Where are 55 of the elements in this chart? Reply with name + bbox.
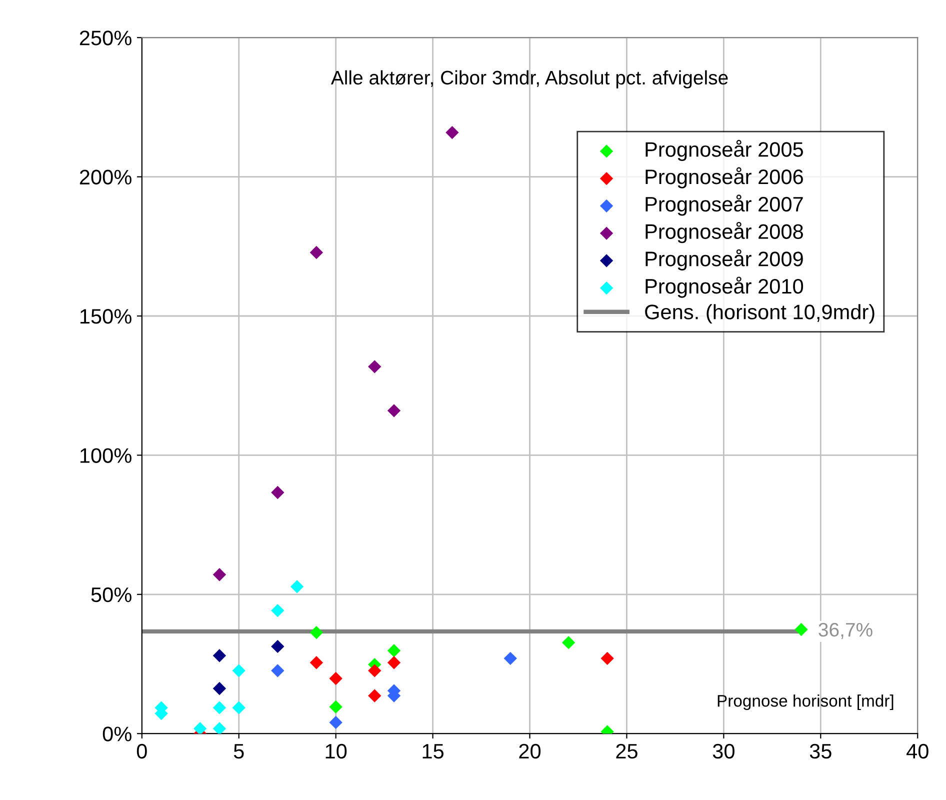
point: [446, 126, 459, 140]
point: [504, 652, 517, 666]
x-tick-label: 20: [519, 744, 541, 759]
y-tick-label: 0%: [102, 726, 132, 742]
x-tick-label: 0: [136, 744, 147, 759]
point: [368, 689, 382, 702]
point: [212, 722, 226, 734]
legend-label: Prognoseår 2008: [646, 222, 803, 244]
y-tick-label: 150%: [80, 309, 132, 324]
point: [271, 664, 284, 678]
point: [387, 656, 401, 670]
point: [212, 701, 226, 714]
point: [562, 636, 576, 650]
x-tick-label: 40: [906, 744, 928, 759]
y-tick-label: 200%: [80, 170, 132, 185]
legend-label: Prognoseår 2005: [646, 140, 804, 161]
point: [212, 649, 226, 662]
x-axis-title: Prognose horisont [mdr]: [718, 694, 894, 710]
point: [368, 360, 382, 374]
text: Alle aktører, Cibor 3mdr, Absolut pct. afvigelse: [330, 70, 728, 88]
point: [310, 246, 324, 260]
annotation: 36,7%: [818, 622, 872, 639]
point: [212, 568, 226, 582]
point: [310, 626, 324, 640]
point: [794, 622, 808, 636]
point: [329, 672, 342, 686]
x-tick-label: 10: [326, 744, 347, 759]
point: [290, 580, 304, 594]
point: [232, 701, 246, 714]
x-tick-label: 30: [712, 744, 734, 759]
point: [271, 486, 284, 500]
point: [368, 664, 382, 678]
legend-label: Gens. (horisont 10,9mdr): [645, 304, 874, 324]
point: [212, 682, 226, 696]
point: [271, 640, 284, 654]
legend-label: Prognoseår 2009: [646, 249, 803, 270]
point: [387, 404, 401, 418]
point: [193, 722, 207, 734]
point: [329, 716, 342, 730]
point: [310, 656, 324, 670]
point: [232, 664, 246, 678]
y-tick-label: 250%: [80, 30, 132, 46]
x-tick-label: 15: [422, 744, 444, 759]
legend-label: Prognoseår 2010: [646, 276, 804, 298]
y-tick-label: 50%: [91, 587, 132, 602]
point: [271, 604, 284, 618]
point: [600, 652, 614, 666]
x-tick-label: 5: [234, 744, 244, 759]
legend-label: Prognoseår 2006: [646, 167, 803, 188]
point: [329, 700, 342, 714]
x-tick-label: 25: [616, 744, 638, 759]
point: [387, 644, 401, 658]
x-tick-label: 35: [810, 744, 832, 759]
legend-label: Prognoseår 2007: [646, 194, 803, 216]
y-tick-label: 100%: [80, 448, 132, 463]
